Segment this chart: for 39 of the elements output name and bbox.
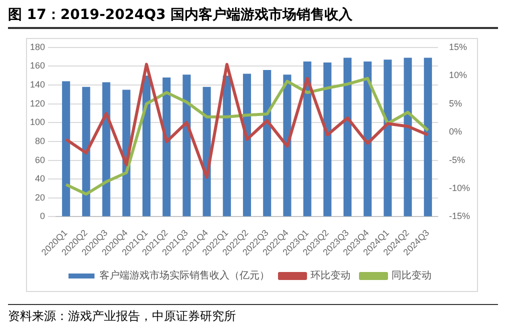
y-tick-label: 140: [30, 80, 46, 90]
y-tick-label: 180: [30, 42, 46, 52]
bar: [142, 76, 151, 216]
y2-tick-label: -15%: [448, 211, 470, 222]
bar: [303, 62, 312, 216]
y-tick-label: 40: [35, 174, 46, 184]
bar: [162, 78, 171, 216]
bar: [102, 82, 110, 216]
bar: [82, 86, 90, 216]
y-tick-label: 100: [30, 117, 46, 128]
y2-tick-label: 5%: [448, 98, 462, 108]
y2-tick-label: 0%: [448, 126, 462, 137]
text: 资料来源：游戏产业报告，中原证券研究所: [8, 304, 498, 325]
chart-title: 图 17：2019-2024Q3 国内客户端游戏市场销售收入: [8, 6, 498, 29]
legend-label: 环比变动: [310, 270, 350, 282]
y-tick-label: 80: [35, 136, 46, 146]
y-tick-label: 20: [35, 192, 46, 202]
y-tick-label: 160: [30, 60, 46, 71]
bar: [344, 58, 352, 216]
bar: [384, 60, 392, 216]
bar: [364, 62, 372, 216]
y-tick-label: 0: [40, 211, 46, 222]
bar: [283, 74, 292, 216]
y2-tick-label: 15%: [448, 42, 468, 52]
y-tick-label: 60: [35, 154, 46, 165]
legend-label: 客户端游戏市场实际销售收入（亿元）: [100, 270, 270, 282]
y-tick-label: 120: [30, 98, 46, 108]
bar: [62, 81, 70, 216]
legend-label: 同比变动: [392, 270, 432, 282]
y2-tick-label: -5%: [448, 154, 466, 165]
bar: [404, 58, 412, 216]
y2-tick-label: -10%: [448, 182, 470, 193]
bar: [323, 62, 332, 216]
bar: [222, 76, 231, 216]
y2-tick-label: 10%: [448, 70, 468, 80]
bar: [424, 58, 432, 216]
bar: [242, 74, 252, 216]
bar: [263, 70, 272, 216]
bar: [182, 74, 191, 216]
